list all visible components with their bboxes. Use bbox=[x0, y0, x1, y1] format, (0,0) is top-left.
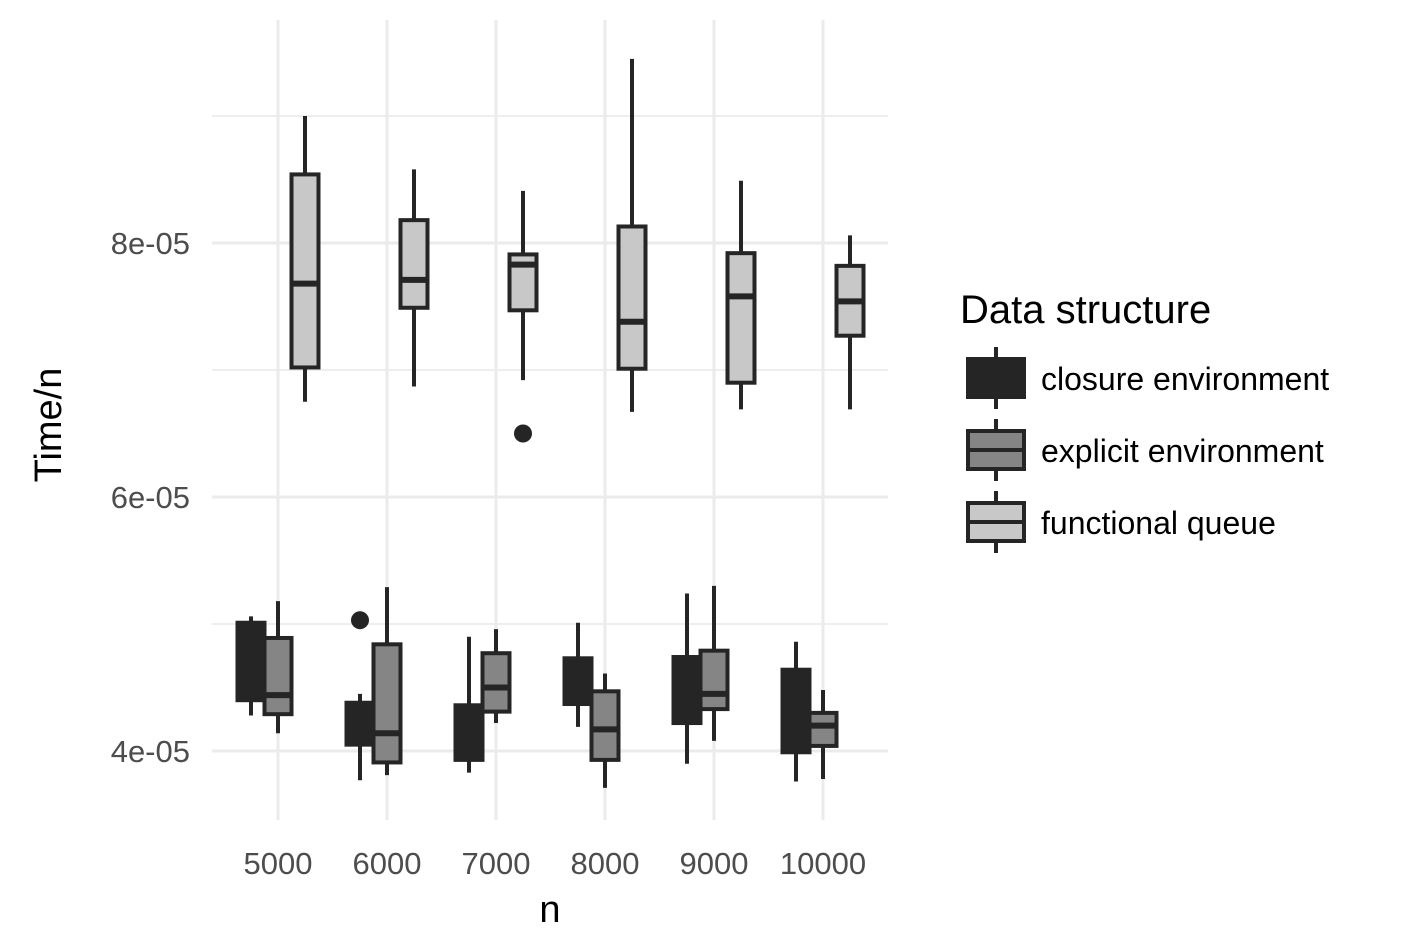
box-body bbox=[289, 172, 321, 370]
box-body bbox=[616, 224, 648, 371]
legend-item-functional-queue: functional queue bbox=[966, 491, 1276, 553]
box-closure-environment-9000 bbox=[671, 593, 703, 764]
y-axis-title: Time/n bbox=[28, 368, 70, 483]
box-body bbox=[671, 655, 703, 726]
box-body bbox=[725, 251, 757, 385]
outlier-point bbox=[351, 611, 369, 630]
box-closure-environment-8000 bbox=[562, 622, 594, 727]
box-body bbox=[344, 700, 376, 747]
x-tick-label: 10000 bbox=[780, 846, 866, 881]
x-tick-label: 5000 bbox=[244, 846, 313, 881]
box-explicit-environment-10000 bbox=[807, 690, 839, 779]
box-body bbox=[453, 703, 485, 762]
x-tick-label: 8000 bbox=[571, 846, 640, 881]
legend-label: closure environment bbox=[1041, 361, 1329, 397]
box-body bbox=[562, 656, 594, 707]
marks-layer bbox=[235, 58, 866, 788]
x-tick-label: 7000 bbox=[462, 846, 531, 881]
box-body bbox=[398, 218, 430, 310]
box-functional-queue-7000 bbox=[507, 190, 539, 443]
x-axis-title: n bbox=[539, 889, 560, 931]
legend-title: Data structure bbox=[960, 288, 1211, 332]
box-body bbox=[235, 620, 267, 703]
y-tick-label: 6e-05 bbox=[111, 480, 190, 515]
legend: Data structure closure environment explic… bbox=[960, 288, 1329, 553]
box-explicit-environment-5000 bbox=[262, 601, 294, 734]
y-tick-label: 8e-05 bbox=[111, 226, 190, 261]
box-closure-environment-5000 bbox=[235, 616, 267, 716]
axes-layer: 4e-05 6e-05 8e-05 5000 6000 7000 8000 9000 10000 bbox=[111, 226, 866, 881]
box-body bbox=[807, 710, 839, 748]
y-tick-label: 4e-05 bbox=[111, 734, 190, 769]
box-closure-environment-6000 bbox=[344, 611, 376, 781]
x-tick-label: 6000 bbox=[353, 846, 422, 881]
box-functional-queue-5000 bbox=[289, 116, 321, 402]
box-body bbox=[589, 689, 621, 762]
outlier-point bbox=[514, 424, 532, 443]
box-explicit-environment-7000 bbox=[480, 629, 512, 724]
box-body bbox=[698, 648, 730, 712]
box-body bbox=[480, 651, 512, 714]
box-body bbox=[780, 667, 812, 755]
box-functional-queue-9000 bbox=[725, 180, 757, 410]
box-explicit-environment-6000 bbox=[371, 587, 403, 776]
legend-label: explicit environment bbox=[1041, 433, 1324, 469]
box-functional-queue-10000 bbox=[834, 235, 866, 410]
legend-item-explicit-environment: explicit environment bbox=[966, 419, 1324, 481]
legend-label: functional queue bbox=[1041, 505, 1276, 541]
box-closure-environment-10000 bbox=[780, 641, 812, 782]
box-closure-environment-7000 bbox=[453, 636, 485, 773]
legend-item-closure-environment: closure environment bbox=[966, 347, 1329, 409]
box-explicit-environment-8000 bbox=[589, 673, 621, 788]
box-body bbox=[262, 635, 294, 717]
box-explicit-environment-9000 bbox=[698, 585, 730, 741]
x-tick-label: 9000 bbox=[680, 846, 749, 881]
box-functional-queue-6000 bbox=[398, 169, 430, 387]
box-body bbox=[371, 642, 403, 765]
legend-items: closure environment explicit environment f… bbox=[966, 347, 1329, 553]
box-functional-queue-8000 bbox=[616, 58, 648, 412]
